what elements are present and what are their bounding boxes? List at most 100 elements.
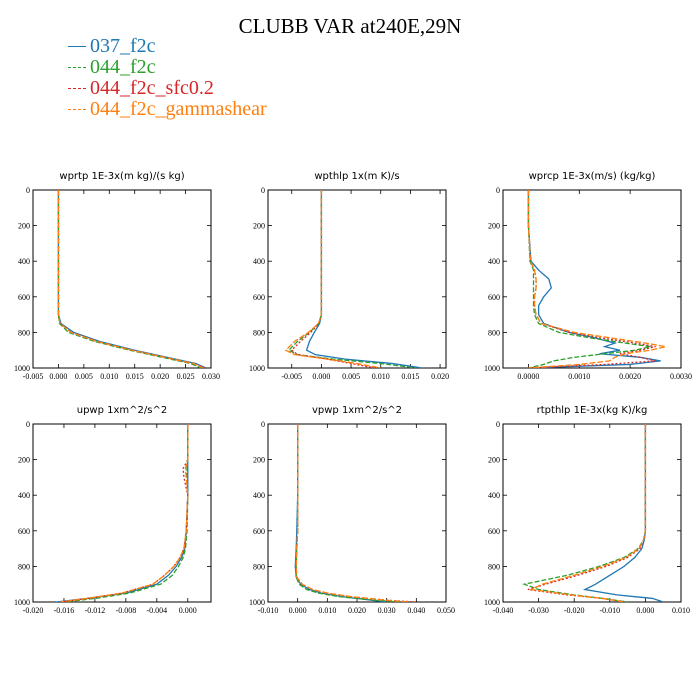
y-tick-label: 0 [261, 420, 265, 429]
x-tick-label: 0.010 [318, 606, 336, 615]
y-tick-label: 600 [253, 527, 265, 536]
y-tick-label: 200 [488, 222, 500, 231]
legend: 037_f2c 044_f2c 044_f2c_sfc0.2 044_f2c_g… [68, 35, 267, 120]
series-line [60, 424, 189, 602]
y-tick-label: 200 [253, 222, 265, 231]
legend-item: 044_f2c_sfc0.2 [68, 77, 267, 99]
y-tick-label: 1000 [484, 364, 500, 373]
y-tick-label: 600 [253, 293, 265, 302]
x-tick-label: 0.010 [100, 372, 118, 381]
series-line [295, 424, 402, 602]
series-line [63, 424, 189, 602]
y-tick-label: 400 [253, 257, 265, 266]
legend-swatch [68, 67, 86, 68]
x-tick-label: -0.030 [528, 606, 549, 615]
legend-swatch [68, 109, 86, 110]
x-tick-label: 0.000 [179, 606, 197, 615]
y-tick-label: 0 [496, 186, 500, 195]
panel-title: wprcp 1E-3x(m/s) (kg/kg) [529, 171, 656, 182]
x-tick-label: 0.000 [289, 606, 307, 615]
y-tick-label: 0 [261, 186, 265, 195]
x-tick-label: -0.004 [146, 606, 167, 615]
x-tick-label: 0.020 [431, 372, 449, 381]
x-tick-label: 0.015 [401, 372, 419, 381]
y-tick-label: 200 [488, 456, 500, 465]
y-tick-label: 0 [26, 186, 30, 195]
y-tick-label: 1000 [484, 598, 500, 607]
legend-item: 044_f2c [68, 56, 267, 78]
x-tick-label: 0.050 [437, 606, 455, 615]
legend-label: 044_f2c_gammashear [90, 98, 267, 120]
plot-frame [267, 189, 447, 369]
x-tick-label: 0.040 [407, 606, 425, 615]
x-tick-label: 0.0000 [517, 372, 539, 381]
legend-item: 037_f2c [68, 35, 267, 57]
x-tick-label: -0.005 [23, 372, 44, 381]
series-line [527, 424, 647, 602]
plot-frame [32, 423, 212, 603]
x-tick-label: 0.010 [372, 372, 390, 381]
x-tick-label: -0.020 [564, 606, 585, 615]
x-tick-label: 0.020 [348, 606, 366, 615]
panel-title: rtpthlp 1E-3x(kg K)/kg [537, 405, 648, 416]
series-line [527, 190, 661, 368]
y-tick-label: 800 [18, 562, 30, 571]
y-tick-label: 1000 [249, 598, 265, 607]
x-tick-label: 0.020 [151, 372, 169, 381]
y-tick-label: 400 [488, 491, 500, 500]
y-tick-label: 800 [253, 562, 265, 571]
series-line [522, 424, 647, 602]
y-tick-label: 400 [253, 491, 265, 500]
series-line [294, 424, 387, 602]
y-tick-label: 200 [253, 456, 265, 465]
x-tick-label: -0.040 [493, 606, 514, 615]
y-tick-label: 1000 [14, 364, 30, 373]
legend-label: 037_f2c [90, 35, 156, 57]
panel-title: upwp 1xm^2/s^2 [77, 405, 167, 416]
panel-title: vpwp 1xm^2/s^2 [312, 405, 402, 416]
x-tick-label: 0.005 [342, 372, 360, 381]
x-tick-label: -0.020 [23, 606, 44, 615]
plot-frame [267, 423, 447, 603]
series-line [290, 190, 375, 368]
y-tick-label: 600 [488, 527, 500, 536]
x-tick-label: 0.005 [75, 372, 93, 381]
y-tick-label: 200 [18, 456, 30, 465]
y-tick-label: 800 [253, 328, 265, 337]
series-line [529, 424, 647, 602]
x-tick-label: -0.010 [258, 606, 279, 615]
y-tick-label: 1000 [249, 364, 265, 373]
series-line [295, 424, 417, 602]
x-tick-label: 0.030 [202, 372, 220, 381]
series-line [582, 424, 664, 602]
series-line [527, 190, 651, 368]
y-tick-label: 0 [26, 420, 30, 429]
y-tick-label: 400 [18, 257, 30, 266]
figure-title: CLUBB VAR at240E,29N [238, 14, 462, 38]
legend-label: 044_f2c [90, 56, 156, 78]
y-tick-label: 600 [18, 293, 30, 302]
chart-panel: vpwp 1xm^2/s^2 0 200 400 600 800 1000-0.010 0.0… [249, 405, 455, 615]
plot-frame [502, 423, 682, 603]
series-line [57, 190, 204, 368]
series-line [284, 190, 381, 368]
chart-panel: rtpthlp 1E-3x(kg K)/kg02004006008001000-… [484, 405, 690, 615]
x-tick-label: 0.015 [126, 372, 144, 381]
legend-label: 044_f2c_sfc0.2 [90, 77, 214, 99]
series-line [57, 190, 207, 368]
y-tick-label: 0 [496, 420, 500, 429]
x-tick-label: 0.000 [312, 372, 330, 381]
y-tick-label: 400 [488, 257, 500, 266]
chart-panel: wpthlp 1x(m K)/s 0 200 400 600 800 1000 -0.005 0… [249, 171, 449, 381]
x-tick-label: 0.030 [378, 606, 396, 615]
x-tick-label: -0.016 [54, 606, 75, 615]
plot-frame [502, 189, 682, 369]
series-line [287, 190, 417, 368]
y-tick-label: 600 [18, 527, 30, 536]
series-line [295, 424, 411, 602]
series-line [57, 190, 207, 368]
y-tick-label: 800 [488, 562, 500, 571]
legend-swatch [68, 88, 86, 89]
x-tick-label: -0.012 [85, 606, 106, 615]
